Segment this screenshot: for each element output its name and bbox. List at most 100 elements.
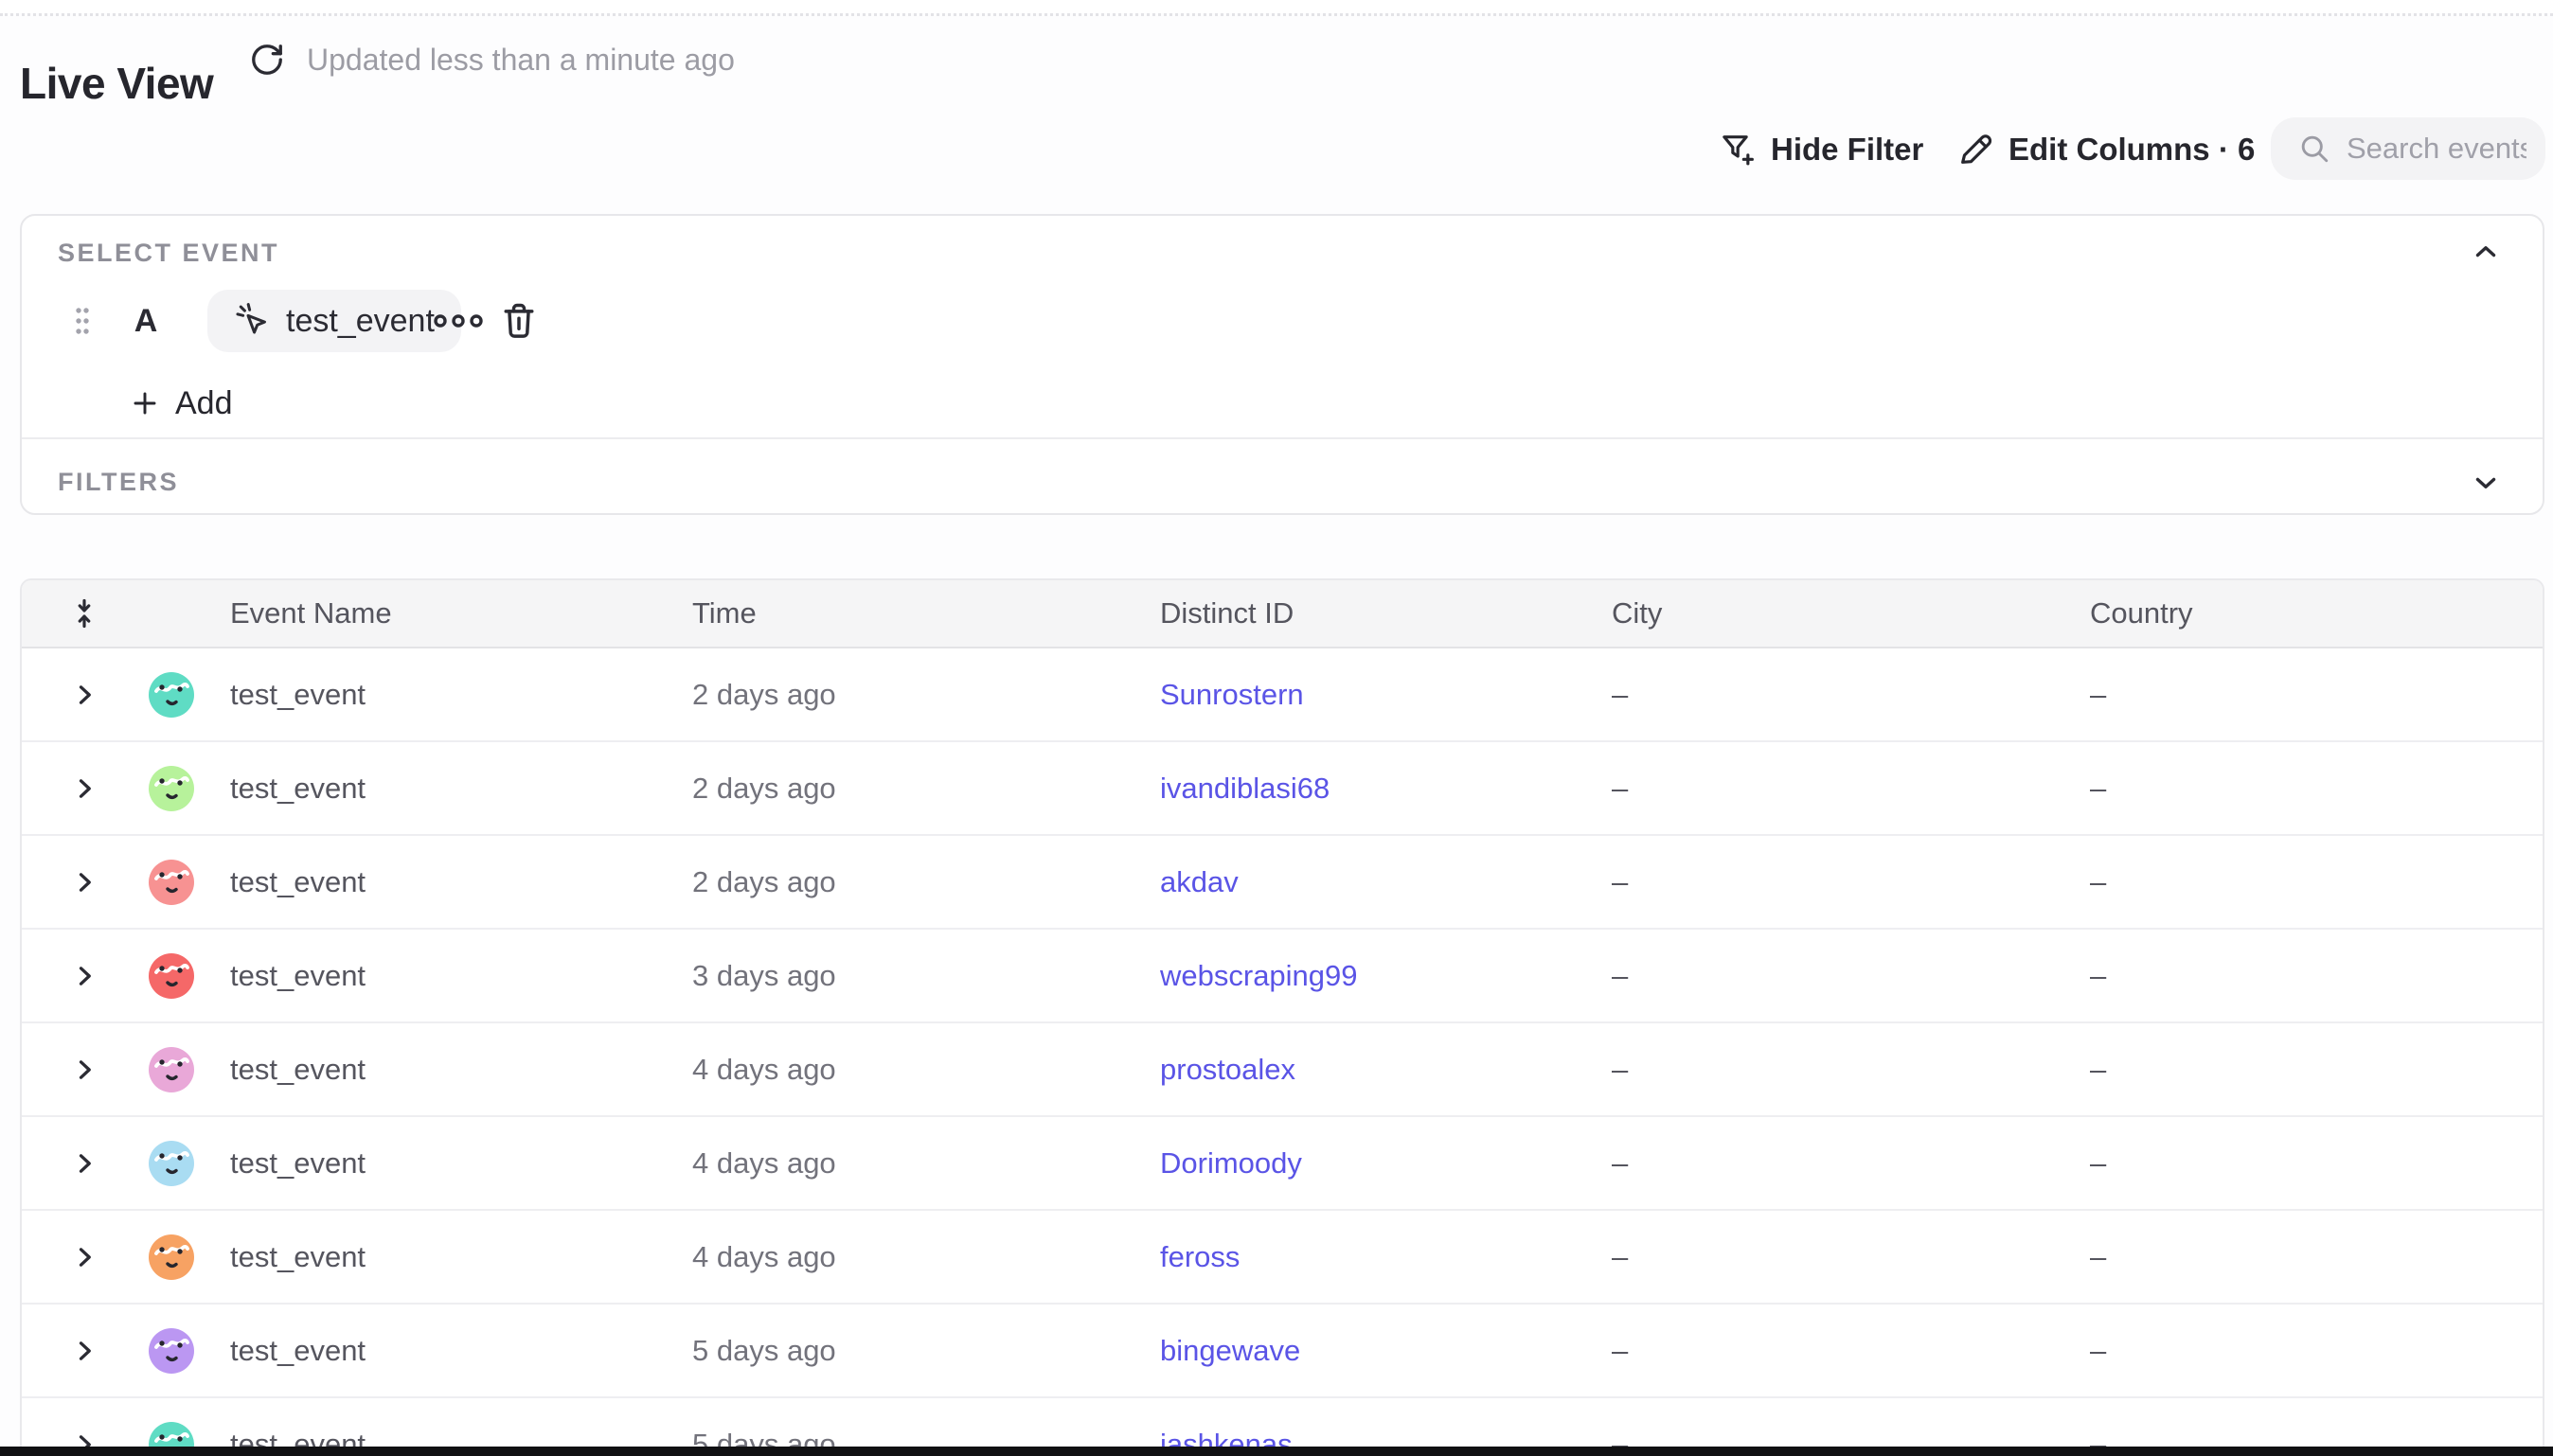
time-cell: 4 days ago — [692, 1239, 836, 1273]
country-cell: – — [2090, 1052, 2107, 1086]
city-cell: – — [1612, 1145, 1629, 1180]
distinct-id-link[interactable]: prostoalex — [1160, 1052, 1296, 1086]
delete-event-button[interactable] — [495, 297, 543, 345]
avatar-icon — [149, 1234, 194, 1280]
avatar-icon — [149, 1140, 194, 1186]
column-header-country[interactable]: Country — [2090, 596, 2193, 630]
table-header-row: Event Name Time Distinct ID City Country — [22, 580, 2543, 648]
panel-divider — [22, 437, 2543, 439]
page-title: Live View — [20, 58, 214, 108]
chevron-right-icon — [79, 872, 91, 892]
event-name-cell: test_event — [230, 677, 366, 711]
events-table: Event Name Time Distinct ID City Country… — [20, 578, 2544, 1456]
country-cell: – — [2090, 677, 2107, 711]
city-cell: – — [1612, 1333, 1629, 1367]
row-expand-button[interactable] — [63, 861, 105, 903]
expand-filters-button[interactable] — [2465, 462, 2507, 504]
table-row: test_event 4 days ago feross – – — [22, 1211, 2543, 1305]
row-expand-button[interactable] — [63, 674, 105, 716]
distinct-id-link[interactable]: feross — [1160, 1239, 1241, 1273]
refresh-button[interactable] — [246, 39, 288, 80]
column-header-city[interactable]: City — [1612, 596, 1663, 630]
table-row: test_event 5 days ago bingewave – – — [22, 1305, 2543, 1398]
chevron-right-icon — [79, 684, 91, 704]
row-expand-button[interactable] — [63, 768, 105, 809]
avatar-icon — [149, 1046, 194, 1092]
distinct-id-link[interactable]: ivandiblasi68 — [1160, 771, 1330, 805]
chevron-right-icon — [79, 1247, 91, 1267]
distinct-id-link[interactable]: webscraping99 — [1160, 958, 1358, 992]
drag-handle-icon — [76, 308, 89, 334]
event-clause-letter: A — [134, 303, 158, 339]
table-row: test_event 4 days ago prostoalex – – — [22, 1023, 2543, 1117]
search-input[interactable] — [2347, 132, 2545, 166]
distinct-id-link[interactable]: akdav — [1160, 864, 1239, 898]
event-drag-handle[interactable] — [63, 302, 101, 340]
avatar-icon — [149, 765, 194, 811]
screen-bottom-edge — [0, 1447, 2553, 1456]
city-cell: – — [1612, 1052, 1629, 1086]
row-expand-button[interactable] — [63, 1236, 105, 1278]
city-cell: – — [1612, 864, 1629, 898]
city-cell: – — [1612, 771, 1629, 805]
country-cell: – — [2090, 1145, 2107, 1180]
column-header-event-name[interactable]: Event Name — [230, 596, 392, 630]
distinct-id-link[interactable]: bingewave — [1160, 1333, 1301, 1367]
time-cell: 2 days ago — [692, 677, 836, 711]
avatar-icon — [149, 671, 194, 718]
search-icon — [2301, 135, 2329, 163]
chevron-right-icon — [79, 778, 91, 798]
table-row: test_event 2 days ago akdav – – — [22, 836, 2543, 930]
table-row: test_event 3 days ago webscraping99 – – — [22, 930, 2543, 1023]
avatar-icon — [149, 1327, 194, 1374]
chevron-right-icon — [79, 1341, 91, 1360]
time-cell: 2 days ago — [692, 864, 836, 898]
funnel-plus-icon — [1723, 135, 1754, 166]
selected-event-button[interactable]: test_event — [207, 290, 461, 352]
query-builder-panel: SELECT EVENT A test_event — [20, 214, 2544, 515]
column-header-time[interactable]: Time — [692, 596, 757, 630]
row-expand-button[interactable] — [63, 1330, 105, 1372]
collapse-select-event-button[interactable] — [2465, 231, 2507, 273]
top-band — [0, 0, 2553, 13]
plus-icon — [134, 392, 156, 415]
event-name-cell: test_event — [230, 1239, 366, 1273]
avatar-icon — [149, 859, 194, 905]
city-cell: – — [1612, 1239, 1629, 1273]
trash-icon — [504, 303, 534, 338]
refresh-icon — [252, 44, 282, 75]
avatar-icon — [149, 952, 194, 999]
row-expand-button[interactable] — [63, 955, 105, 997]
top-dotted-divider — [0, 13, 2553, 16]
city-cell: – — [1612, 677, 1629, 711]
add-event-button[interactable]: Add — [130, 379, 233, 428]
collapse-rows-icon — [78, 598, 91, 629]
collapse-all-rows-button[interactable] — [63, 593, 105, 634]
event-name-cell: test_event — [230, 958, 366, 992]
country-cell: – — [2090, 771, 2107, 805]
column-header-distinct-id[interactable]: Distinct ID — [1160, 596, 1294, 630]
event-name-cell: test_event — [230, 864, 366, 898]
city-cell: – — [1612, 958, 1629, 992]
time-cell: 3 days ago — [692, 958, 836, 992]
event-more-options-button[interactable] — [427, 303, 490, 339]
hide-filter-button[interactable]: Hide Filter — [1719, 127, 1923, 172]
chevron-right-icon — [79, 1059, 91, 1079]
event-name-cell: test_event — [230, 1145, 366, 1180]
updated-status: Updated less than a minute ago — [307, 43, 735, 77]
country-cell: – — [2090, 864, 2107, 898]
table-row: test_event 2 days ago Sunrostern – – — [22, 648, 2543, 742]
event-name-cell: test_event — [230, 1052, 366, 1086]
time-cell: 2 days ago — [692, 771, 836, 805]
hide-filter-label: Hide Filter — [1771, 132, 1924, 167]
time-cell: 4 days ago — [692, 1052, 836, 1086]
distinct-id-link[interactable]: Dorimoody — [1160, 1145, 1302, 1180]
row-expand-button[interactable] — [63, 1049, 105, 1091]
distinct-id-link[interactable]: Sunrostern — [1160, 677, 1304, 711]
row-expand-button[interactable] — [63, 1143, 105, 1184]
country-cell: – — [2090, 1239, 2107, 1273]
table-row: test_event 4 days ago Dorimoody – – — [22, 1117, 2543, 1211]
click-cursor-icon — [236, 303, 266, 334]
edit-columns-button[interactable]: Edit Columns · 6 — [1956, 127, 2255, 172]
chevron-down-icon — [2475, 477, 2496, 488]
